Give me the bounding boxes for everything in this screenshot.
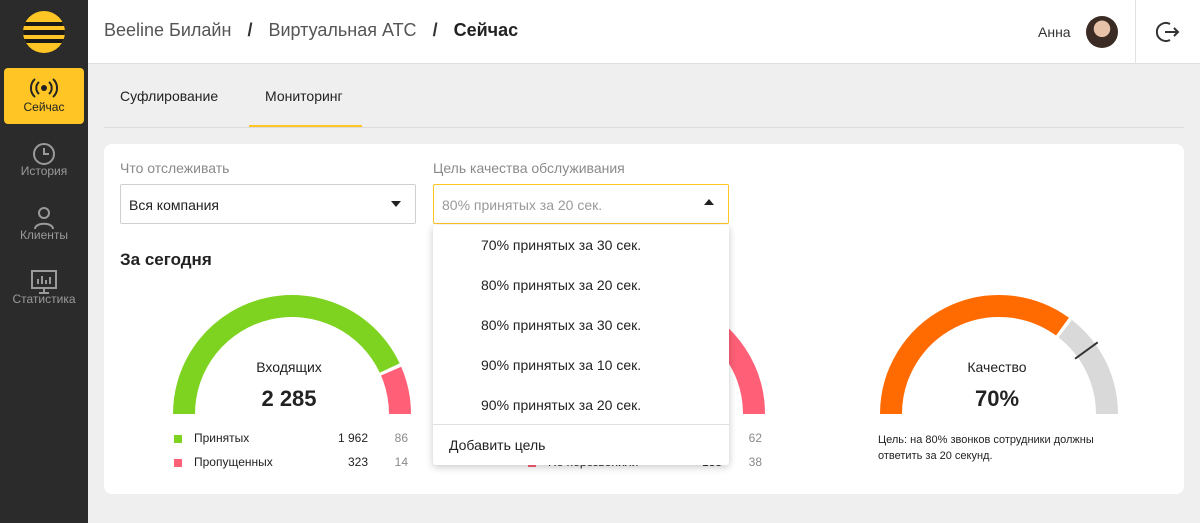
legend-row-missed: Пропущенных 323 14 [174, 455, 414, 471]
dropdown-option[interactable]: 80% принятых за 20 сек. [481, 277, 642, 293]
track-select-value: Вся компания [129, 197, 220, 213]
legend-row-outgoing-1: 62 [528, 431, 768, 447]
dropdown-option[interactable]: 90% принятых за 10 сек. [481, 357, 642, 373]
dropdown-option[interactable]: 90% принятых за 20 сек. [481, 397, 642, 413]
gauge-target-marker [1074, 341, 1099, 360]
breadcrumb-item-company[interactable]: Beeline Билайн [104, 20, 232, 40]
legend-percent: 38 [748, 455, 762, 469]
track-label: Что отслеживать [120, 160, 230, 176]
incoming-gauge [173, 295, 411, 415]
breadcrumb: Beeline Билайн / Виртуальная АТС / Сейча… [104, 20, 518, 41]
goal-select-value: 80% принятых за 20 сек. [442, 197, 603, 213]
legend-percent: 86 [394, 431, 408, 445]
breadcrumb-item-current: Сейчас [453, 20, 519, 40]
incoming-label: Входящих [256, 359, 322, 375]
chevron-down-icon [391, 201, 401, 207]
active-tab-indicator [249, 125, 362, 127]
avatar[interactable] [1086, 16, 1118, 48]
dropdown-divider [433, 424, 729, 425]
user-icon [4, 196, 84, 230]
sidebar-item-label: История [20, 164, 68, 178]
goal-label: Цель качества обслуживания [433, 160, 625, 176]
quality-value: 70% [974, 386, 1020, 411]
logout-icon[interactable] [1155, 20, 1180, 44]
gauge-arc-remaining [1058, 319, 1118, 415]
dropdown-option[interactable]: 70% принятых за 30 сек. [481, 237, 642, 253]
legend-percent: 14 [394, 455, 408, 469]
tab-bar: Суфлирование Мониторинг [104, 64, 1184, 128]
gauge-arc-quality [880, 295, 1069, 415]
goal-select[interactable]: 80% принятых за 20 сек. [433, 184, 729, 224]
header-divider [1135, 0, 1136, 64]
chevron-up-icon [704, 199, 714, 205]
gauge-arc-accepted [173, 295, 400, 415]
goal-dropdown-menu: 70% принятых за 30 сек. 80% принятых за … [433, 225, 729, 465]
gauge-arc-missed [380, 366, 411, 415]
legend-label: Пропущенных [194, 455, 273, 469]
sidebar-item-clients[interactable]: Клиенты [4, 196, 84, 252]
track-select[interactable]: Вся компания [120, 184, 416, 224]
tab-monitoring[interactable]: Мониторинг [265, 88, 343, 104]
user-name[interactable]: Анна [1038, 24, 1071, 40]
legend-dot-red [174, 459, 182, 467]
sidebar-item-label: Клиенты [19, 228, 69, 242]
quality-label: Качество [967, 359, 1027, 375]
legend-percent: 62 [748, 431, 762, 445]
sidebar-item-label: Статистика [12, 292, 76, 306]
chart-icon [4, 260, 84, 294]
add-goal-button[interactable]: Добавить цель [449, 437, 546, 453]
broadcast-icon [4, 68, 84, 98]
legend-dot-green [174, 435, 182, 443]
quality-goal-note: Цель: на 80% звонков сотрудники должны о… [878, 434, 1094, 462]
breadcrumb-separator: / [247, 20, 253, 40]
quality-gauge [880, 295, 1118, 415]
sidebar: Сейчас История Клиенты Статистик [0, 0, 88, 523]
legend-row-accepted: Принятых 1 962 86 [174, 431, 414, 447]
sidebar-item-label: Сейчас [23, 100, 65, 114]
legend-count: 1 962 [337, 431, 368, 445]
clock-icon [4, 132, 84, 165]
breadcrumb-item-pbx[interactable]: Виртуальная АТС [268, 20, 417, 40]
legend-count: 323 [347, 455, 368, 469]
breadcrumb-separator: / [432, 20, 438, 40]
sidebar-item-statistics[interactable]: Статистика [4, 260, 84, 316]
section-title-today: За сегодня [120, 250, 212, 269]
beeline-logo[interactable] [23, 11, 65, 53]
incoming-value: 2 285 [261, 386, 317, 411]
sidebar-item-history[interactable]: История [4, 132, 84, 188]
dropdown-option[interactable]: 80% принятых за 30 сек. [481, 317, 642, 333]
legend-label: Принятых [194, 431, 250, 445]
top-header: Beeline Билайн / Виртуальная АТС / Сейча… [88, 0, 1200, 64]
sidebar-item-now[interactable]: Сейчас [4, 68, 84, 124]
tab-prompting[interactable]: Суфлирование [120, 88, 219, 104]
